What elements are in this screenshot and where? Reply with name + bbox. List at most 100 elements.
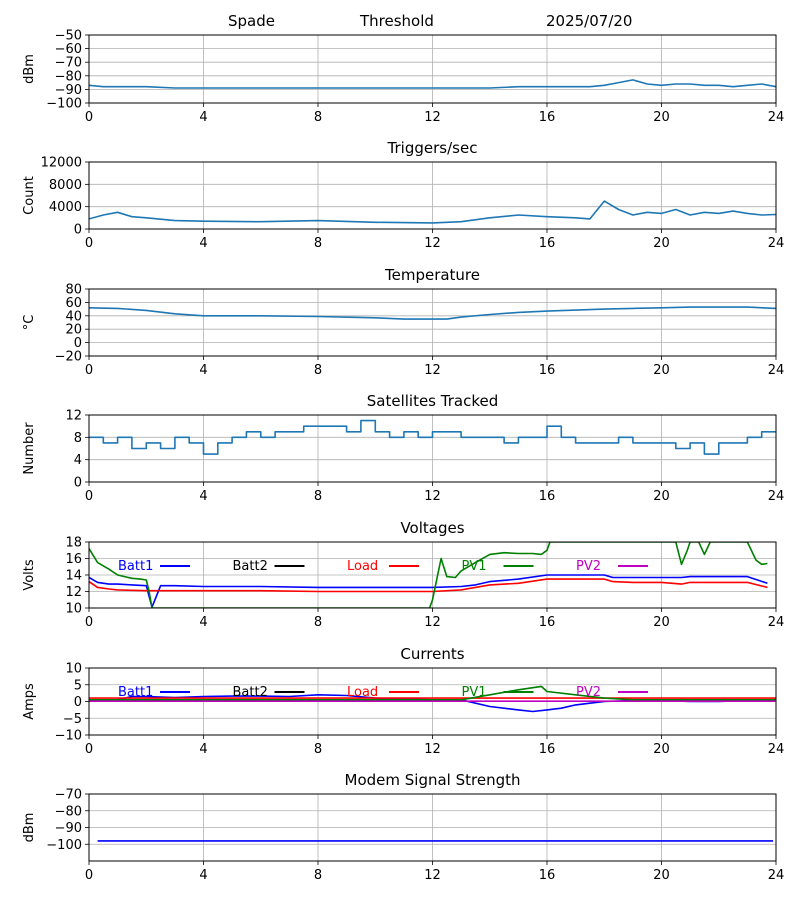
triggers-frame: [88, 161, 777, 230]
currents-x-tick-label: 24: [768, 742, 785, 757]
voltages-x-tick-label: 0: [85, 615, 93, 630]
threshold-y-tick-label: −70: [55, 56, 82, 71]
threshold-y-tick-label: −100: [46, 97, 82, 112]
threshold-x-tick-label: 20: [653, 110, 670, 125]
currents-x-tick-label: 0: [85, 742, 93, 757]
temperature-x-tick-label: 0: [85, 363, 93, 378]
voltages-title: Voltages: [400, 519, 464, 537]
modem-x-tick-label: 20: [653, 868, 670, 883]
currents-legend-label: Load: [347, 685, 378, 700]
satellites-x-tick-label: 4: [199, 489, 207, 504]
satellites-x-tick-label: 12: [424, 489, 441, 504]
voltages-y-tick-label: 12: [65, 585, 82, 600]
threshold-y-tick-label: −60: [55, 42, 82, 57]
voltages-x-tick-label: 24: [768, 615, 785, 630]
triggers-x-tick-label: 8: [314, 236, 322, 251]
threshold-x-tick-label: 16: [539, 110, 556, 125]
voltages-legend-label: Load: [347, 559, 378, 574]
threshold-frame: [88, 34, 777, 104]
threshold-x-tick-label: 24: [768, 110, 785, 125]
currents-title: Currents: [400, 645, 464, 663]
temperature-y-tick-label: 0: [74, 336, 82, 351]
triggers-y-label: Count: [22, 176, 37, 215]
threshold-y-label: dBm: [22, 54, 37, 84]
modem-panel: Modem Signal Strength 0 4 8 12 16 20 24 −100 −90 −…: [22, 771, 784, 883]
voltages-y-tick-label: 18: [65, 536, 82, 551]
modem-x-tick-label: 24: [768, 868, 785, 883]
temperature-y-label: °C: [22, 315, 37, 331]
currents-y-tick-label: −10: [55, 729, 82, 744]
temperature-y-tick-label: −20: [55, 350, 82, 365]
temperature-y-tick-label: 80: [65, 283, 82, 298]
triggers-x-tick-label: 0: [85, 236, 93, 251]
satellites-y-tick-label: 4: [74, 453, 82, 468]
threshold-series-line-1: [89, 79, 776, 89]
currents-series-line-3: [89, 685, 776, 701]
triggers-panel: Triggers/sec 0 4 8 12 16 20 24 0 4000 8000 12000 Cou…: [22, 139, 784, 251]
currents-x-tick-label: 12: [424, 742, 441, 757]
temperature-y-tick-label: 40: [65, 309, 82, 324]
triggers-y-tick-label: 4000: [49, 200, 82, 215]
satellites-x-tick-label: 16: [539, 489, 556, 504]
currents-y-label: Amps: [22, 683, 37, 720]
currents-x-tick-label: 20: [653, 742, 670, 757]
threshold-panel: 0 4 8 12 16 20 24 −100−90−80−70−60−50 dBm: [22, 29, 784, 126]
triggers-plot-area: [89, 200, 776, 224]
satellites-frame: [88, 414, 777, 483]
currents-plot-area: [89, 685, 776, 713]
currents-legend-label: Batt2: [233, 685, 268, 700]
satellites-y-tick-label: 12: [65, 409, 82, 424]
triggers-y-tick-label: 8000: [49, 178, 82, 193]
triggers-y-tick-label: 12000: [41, 156, 82, 171]
satellites-plot-area: [89, 419, 776, 455]
modem-y-tick-label: −70: [55, 788, 82, 803]
modem-frame: [88, 793, 777, 862]
satellites-y-tick-label: 0: [74, 476, 82, 491]
threshold-plot-area: [89, 79, 776, 89]
currents-y-tick-label: −5: [63, 712, 82, 727]
temperature-x-tick-label: 16: [539, 363, 556, 378]
currents-legend-label: PV1: [462, 685, 487, 700]
temperature-y-tick-label: 60: [65, 296, 82, 311]
voltages-y-label: Volts: [22, 559, 37, 591]
threshold-x-tick-label: 8: [314, 110, 322, 125]
currents-x-tick-label: 16: [539, 742, 556, 757]
voltages-series-line-3: [89, 542, 768, 608]
voltages-y-tick-label: 16: [65, 552, 82, 567]
voltages-y-tick-label: 14: [65, 569, 82, 584]
satellites-x-tick-label: 0: [85, 489, 93, 504]
triggers-series-line-1: [89, 200, 776, 224]
voltages-x-tick-label: 12: [424, 615, 441, 630]
voltages-legend-label: Batt2: [233, 559, 268, 574]
satellites-y-label: Number: [22, 422, 37, 475]
currents-y-tick-label: 0: [74, 695, 82, 710]
temperature-x-tick-label: 12: [424, 363, 441, 378]
currents-frame: [88, 667, 777, 736]
temperature-title: Temperature: [384, 266, 480, 284]
modem-x-tick-label: 16: [539, 868, 556, 883]
voltages-series-line-2: [89, 578, 768, 593]
triggers-x-tick-label: 16: [539, 236, 556, 251]
modem-x-tick-label: 4: [199, 868, 207, 883]
temperature-x-tick-label: 24: [768, 363, 785, 378]
satellites-series-line-1: [89, 419, 776, 455]
satellites-x-tick-label: 20: [653, 489, 670, 504]
voltages-legend-label: Batt1: [118, 559, 153, 574]
triggers-x-tick-label: 20: [653, 236, 670, 251]
triggers-x-tick-label: 24: [768, 236, 785, 251]
triggers-title: Triggers/sec: [387, 139, 478, 157]
threshold-y-tick-label: −90: [55, 83, 82, 98]
temperature-series-line-1: [89, 306, 776, 320]
header-date: 2025/07/20: [546, 12, 633, 30]
currents-legend-label: Batt1: [118, 685, 153, 700]
temperature-x-tick-label: 8: [314, 363, 322, 378]
threshold-x-tick-label: 0: [85, 110, 93, 125]
threshold-x-tick-label: 4: [199, 110, 207, 125]
triggers-x-tick-label: 4: [199, 236, 207, 251]
voltages-plot-area: [89, 542, 768, 608]
temperature-x-tick-label: 4: [199, 363, 207, 378]
satellites-y-tick-label: 8: [74, 431, 82, 446]
